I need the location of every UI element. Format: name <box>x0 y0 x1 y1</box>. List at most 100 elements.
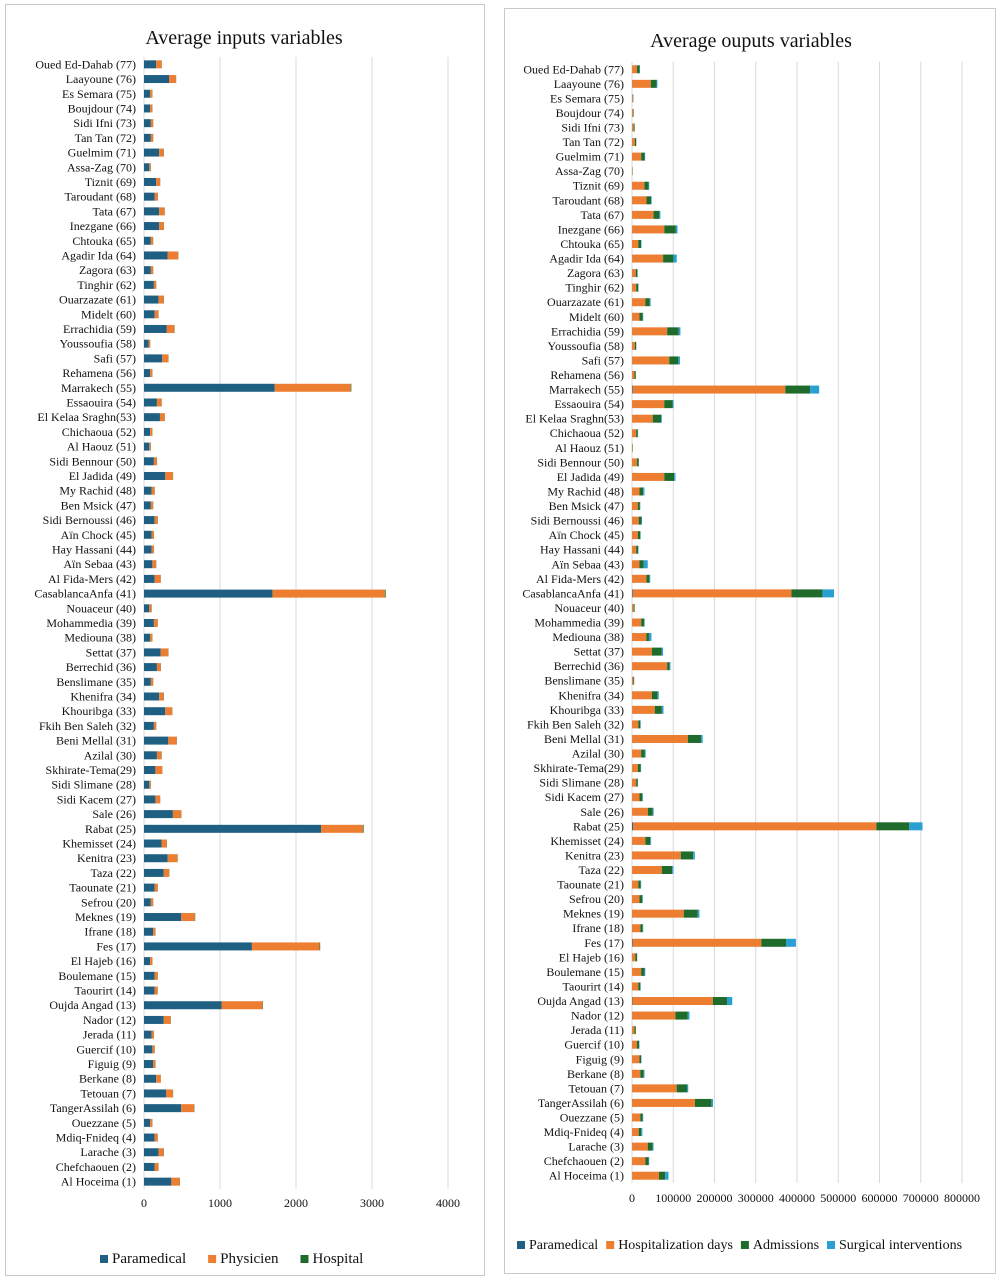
bar-segment <box>641 618 645 627</box>
category-label: Hay Hassani (44) <box>540 543 624 557</box>
category-label: Sidi Kacem (27) <box>545 790 624 804</box>
category-label: My Rachid (48) <box>59 484 136 498</box>
legend-label: Surgical interventions <box>839 1238 962 1253</box>
bar-segment <box>144 545 152 554</box>
bar-segment <box>319 942 321 951</box>
bar-segment <box>144 413 160 422</box>
bar-segment <box>144 663 157 672</box>
bar-segment <box>149 442 151 451</box>
category-label: Ifrane (18) <box>84 925 136 939</box>
x-tick-label: 500000 <box>820 1191 856 1205</box>
category-label: Ouezzane (5) <box>72 1116 136 1130</box>
category-label: Tata (67) <box>581 208 624 222</box>
bar-segment <box>156 663 161 672</box>
category-label: Figuig (9) <box>576 1052 624 1066</box>
x-tick-label: 0 <box>141 1196 147 1210</box>
category-label: Sidi Ifni (73) <box>73 116 136 130</box>
bar-segment <box>144 927 154 936</box>
bar-segment <box>637 502 640 511</box>
bar-segment <box>632 851 681 860</box>
category-label: Boujdour (74) <box>68 101 136 115</box>
bar-segment <box>166 324 175 333</box>
bar-segment <box>652 414 661 423</box>
category-label: El Hajeb (16) <box>559 950 624 964</box>
category-label: TangerAssilah (6) <box>50 1101 136 1115</box>
category-label: Assa-Zag (70) <box>555 164 624 178</box>
category-label: El Jadida (49) <box>557 470 624 484</box>
bar-segment <box>669 662 671 671</box>
bar-segment <box>144 986 155 995</box>
bar-segment <box>650 836 652 845</box>
bar-segment <box>712 997 728 1006</box>
bar-segment <box>632 807 648 816</box>
category-label: Ouezzane (5) <box>560 1110 624 1124</box>
bar-segment <box>697 909 700 918</box>
bar-segment <box>649 574 651 583</box>
bar-segment <box>384 589 386 598</box>
bar-segment <box>144 148 160 157</box>
category-label: Ouarzazate (61) <box>547 295 624 309</box>
bar-segment <box>639 560 644 569</box>
bar-segment <box>632 254 664 263</box>
category-label: Taroudant (68) <box>553 193 624 207</box>
bar-segment <box>144 89 151 98</box>
category-label: Chefchaouen (2) <box>56 1160 136 1174</box>
category-label: Khemisset (24) <box>62 837 136 851</box>
bar-segment <box>785 385 811 394</box>
x-tick-label: 300000 <box>738 1191 774 1205</box>
category-label: Nouaceur (40) <box>554 601 624 615</box>
bar-segment <box>641 152 645 161</box>
category-label: Azilal (30) <box>572 747 624 761</box>
bar-segment <box>163 1015 171 1024</box>
bar-segment <box>144 1104 182 1113</box>
bar-segment <box>632 400 665 409</box>
bar-segment <box>144 1148 159 1157</box>
category-label: Al Fida-Mers (42) <box>48 572 136 586</box>
bar-segment <box>632 1040 637 1049</box>
category-label: Sidi Kacem (27) <box>57 792 136 806</box>
legend-swatch <box>208 1255 217 1263</box>
bar-segment <box>150 133 154 142</box>
bar-segment <box>144 824 322 833</box>
bar-segment <box>678 356 680 365</box>
category-label: Khouribga (33) <box>62 704 136 718</box>
bar-segment <box>632 1113 641 1122</box>
bar-segment <box>167 854 178 863</box>
category-label: Es Semara (75) <box>62 87 136 101</box>
bar-segment <box>144 560 153 569</box>
bar-segment <box>144 207 160 216</box>
bar-segment <box>150 236 154 245</box>
bar-segment <box>144 133 151 142</box>
bar-segment <box>636 778 638 787</box>
category-label: Sale (26) <box>92 807 136 821</box>
bar-segment <box>683 909 698 918</box>
category-label: Sidi Ifni (73) <box>561 121 624 135</box>
bar-segment <box>144 471 166 480</box>
bar-segment <box>144 1001 222 1010</box>
bar-segment <box>632 618 642 627</box>
bar-segment <box>272 589 385 598</box>
legend-label: Physicien <box>220 1251 279 1267</box>
category-label: Ouarzazate (61) <box>59 293 136 307</box>
legend-swatch <box>517 1241 525 1249</box>
bar-segment <box>644 152 646 161</box>
bar-segment <box>632 647 652 656</box>
category-label: Skhirate-Tema(29) <box>534 761 624 775</box>
bar-segment <box>150 119 154 128</box>
bar-segment <box>144 163 150 172</box>
category-label: Al Fida-Mers (42) <box>536 572 624 586</box>
bar-segment <box>633 603 635 612</box>
bar-segment <box>160 648 169 657</box>
bar-segment <box>632 560 640 569</box>
bar-segment <box>144 516 155 525</box>
legend-swatch <box>300 1255 309 1263</box>
bar-segment <box>632 502 638 511</box>
bar-segment <box>150 266 154 275</box>
outputs-chart-panel: Average ouputs variables 0 100000 200000 300… <box>504 8 996 1274</box>
bar-segment <box>144 1015 164 1024</box>
category-label: Meknes (19) <box>563 907 624 921</box>
category-label: Chefchaouen (2) <box>544 1154 624 1168</box>
bar-segment <box>640 1069 644 1078</box>
bar-segment <box>251 942 320 951</box>
bar-segment <box>632 938 633 947</box>
